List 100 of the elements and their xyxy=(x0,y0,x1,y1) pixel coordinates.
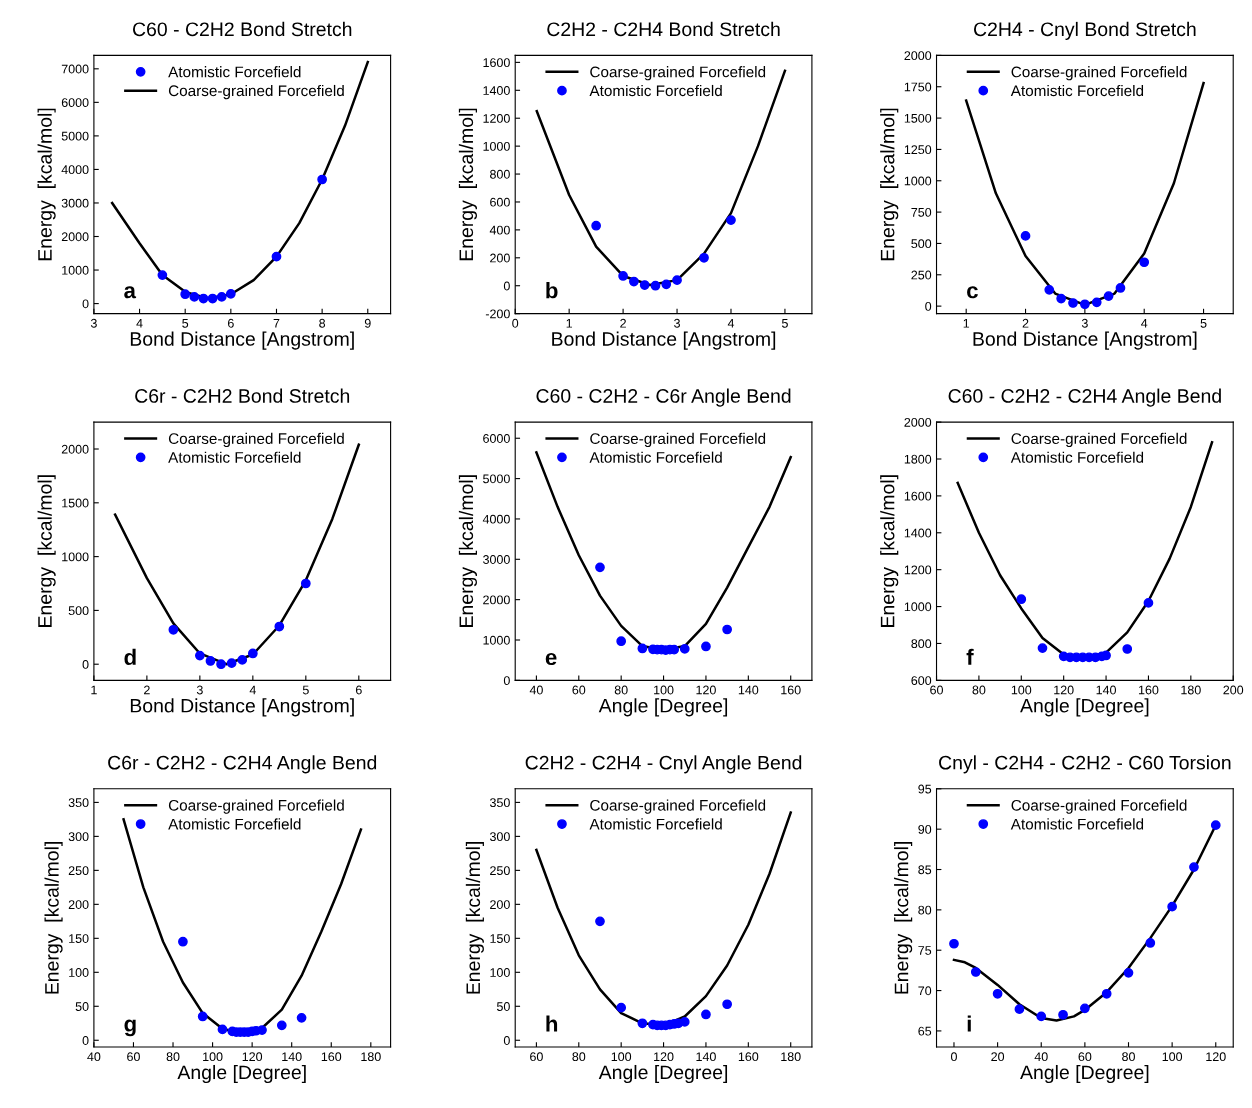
x-tick-label: 160 xyxy=(781,685,801,695)
y-tick-label: 65 xyxy=(918,1026,932,1036)
legend-label: Coarse-grained Forcefield xyxy=(590,66,766,81)
point xyxy=(178,936,188,947)
legend-label: Coarse-grained Forcefield xyxy=(1011,66,1187,81)
point xyxy=(595,562,605,573)
legend-label: Coarse-grained Forcefield xyxy=(168,799,344,814)
y-tick-label: 800 xyxy=(911,639,932,649)
y-tick-label: -200 xyxy=(485,309,510,319)
y-tick-label: 300 xyxy=(68,832,89,842)
x-tick-label: 140 xyxy=(696,1052,716,1062)
point xyxy=(1016,594,1027,605)
x-tick-label: 7 xyxy=(273,318,280,328)
point xyxy=(1037,643,1048,653)
point xyxy=(1020,231,1031,241)
annotation: i xyxy=(967,1015,971,1032)
y-tick-label: 1200 xyxy=(904,565,932,575)
y-tick-label: 1800 xyxy=(904,454,932,464)
x-tick-label: 4 xyxy=(727,318,735,328)
y-axis-title: Energy [kcal/mol] xyxy=(44,842,63,994)
annotation: e xyxy=(545,652,557,666)
y-tick-label: 50 xyxy=(75,1002,89,1011)
y-tick-label: 1200 xyxy=(483,114,510,123)
point xyxy=(225,288,236,299)
y-tick-label: 50 xyxy=(496,1002,510,1011)
y-tick-label: 3000 xyxy=(483,555,510,564)
x-tick-label: 120 xyxy=(654,1052,674,1062)
annotation: b xyxy=(546,282,558,299)
point xyxy=(637,643,648,654)
point xyxy=(639,280,650,290)
y-tick-label: 250 xyxy=(68,866,89,876)
point xyxy=(1044,284,1055,295)
x-tick-label: 80 xyxy=(614,685,628,695)
y-tick-label: 5000 xyxy=(61,131,89,141)
point xyxy=(1101,650,1111,661)
x-tick-label: 4 xyxy=(249,685,256,695)
x-tick-label: 60 xyxy=(127,1052,140,1062)
legend-label: Coarse-grained Forcefield xyxy=(590,799,766,814)
x-tick-label: 8 xyxy=(319,318,326,328)
point xyxy=(679,644,690,654)
legend-label: Coarse-grained Forcefield xyxy=(590,432,766,448)
point xyxy=(629,276,639,287)
x-tick-label: 0 xyxy=(950,1052,957,1062)
x-tick-label: 180 xyxy=(1181,685,1201,695)
point xyxy=(296,1012,307,1023)
y-tick-label: 0 xyxy=(82,299,89,309)
x-tick-label: 200 xyxy=(1223,685,1244,695)
y-tick-label: 0 xyxy=(82,660,89,669)
y-axis-title: Energy [kcal/mol] xyxy=(458,475,477,627)
y-tick-label: 500 xyxy=(911,239,932,249)
x-tick-label: 3 xyxy=(674,318,680,328)
y-axis-title: Energy [kcal/mol] xyxy=(458,108,477,261)
point xyxy=(1139,257,1150,268)
y-tick-label: 1000 xyxy=(904,176,932,186)
point xyxy=(1091,297,1102,308)
x-tick-label: 100 xyxy=(654,685,674,695)
point xyxy=(276,1020,287,1031)
x-tick-label: 80 xyxy=(572,1052,586,1062)
point xyxy=(217,1024,228,1035)
point xyxy=(701,1009,711,1020)
point xyxy=(949,938,959,949)
legend-label: Coarse-grained Forcefield xyxy=(168,84,344,100)
y-tick-label: 500 xyxy=(68,606,89,616)
x-tick-label: 4 xyxy=(136,318,143,328)
y-tick-label: 1000 xyxy=(483,141,510,151)
y-tick-label: 150 xyxy=(69,934,89,943)
point xyxy=(637,1018,648,1029)
line-series xyxy=(964,81,1205,307)
y-tick-label: 1600 xyxy=(483,58,510,68)
point xyxy=(616,636,627,647)
point xyxy=(257,1025,267,1035)
chart-title: C60 - C2H2 - C6r Angle Bend xyxy=(536,388,791,407)
x-tick-label: 80 xyxy=(166,1052,180,1062)
y-axis-title: Energy [kcal/mol] xyxy=(37,108,56,261)
y-tick-label: 1000 xyxy=(62,265,89,275)
point xyxy=(1056,293,1066,304)
chart-title: Cnyl - C2H4 - C2H2 - C60 Torsion xyxy=(939,755,1231,774)
x-tick-label: 6 xyxy=(228,318,234,328)
y-tick-label: 1400 xyxy=(483,86,510,95)
point xyxy=(1014,1004,1025,1014)
chart-title: C60 - C2H2 - C2H4 Angle Bend xyxy=(948,388,1221,407)
point xyxy=(237,655,248,665)
legend-label: Atomistic Forcefield xyxy=(589,84,722,97)
point xyxy=(1123,967,1134,978)
legend-label: Coarse-grained Forcefield xyxy=(168,432,344,448)
legend-label: Atomistic Forcefield xyxy=(1010,451,1144,463)
y-tick-label: 1600 xyxy=(904,491,932,501)
x-tick-label: 1 xyxy=(566,318,573,328)
y-tick-label: 0 xyxy=(503,1036,510,1045)
y-tick-label: 6000 xyxy=(483,434,510,443)
x-tick-label: 3 xyxy=(196,685,203,695)
point xyxy=(726,215,736,225)
y-tick-label: 250 xyxy=(490,866,510,876)
point xyxy=(195,650,205,661)
y-tick-label: 1750 xyxy=(904,82,932,92)
x-tick-label: 5 xyxy=(781,318,788,328)
point xyxy=(722,999,732,1010)
y-tick-label: 6000 xyxy=(61,98,89,108)
y-tick-label: 4000 xyxy=(482,514,510,524)
point xyxy=(661,279,672,290)
